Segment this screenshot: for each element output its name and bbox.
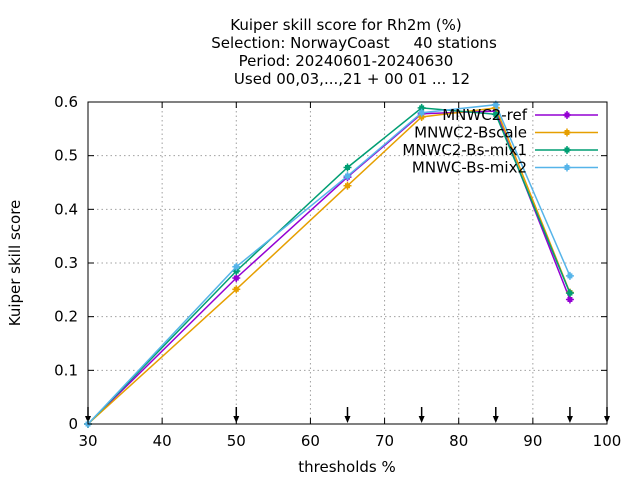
threshold-arrow xyxy=(233,407,240,423)
data-point xyxy=(563,146,571,154)
threshold-arrow xyxy=(418,407,425,423)
plot-frame xyxy=(87,101,608,425)
x-tick-label: 50 xyxy=(227,432,246,450)
legend-label: MNWC2-Bscale xyxy=(414,124,527,142)
x-tick-label: 60 xyxy=(301,432,320,450)
threshold-arrow xyxy=(566,407,573,423)
legend-item: MNWC2-Bs-mix1 xyxy=(402,141,598,159)
legend-label: MNWC2-Bs-mix1 xyxy=(402,141,527,159)
y-tick-label: 0.1 xyxy=(54,361,78,379)
y-tick-label: 0.4 xyxy=(54,200,78,218)
legend-label: MNWC2-ref xyxy=(442,106,527,124)
y-tick-label: 0.3 xyxy=(54,254,78,272)
grid xyxy=(88,102,607,424)
data-point xyxy=(232,262,241,271)
series-line xyxy=(87,103,571,425)
y-tick-label: 0 xyxy=(68,415,78,433)
x-tick-label: 30 xyxy=(78,432,97,450)
data-point xyxy=(232,274,241,283)
x-tick-label: 90 xyxy=(523,432,542,450)
threshold-arrow xyxy=(492,407,499,423)
x-tick-label: 40 xyxy=(153,432,172,450)
data-point xyxy=(343,181,352,190)
data-point xyxy=(565,289,574,298)
x-tick-label: 70 xyxy=(375,432,394,450)
data-point xyxy=(343,163,352,172)
data-point xyxy=(232,285,241,294)
title-line-3: Period: 20240601-20240630 xyxy=(239,52,454,70)
legend-item: MNWC2-Bscale xyxy=(414,124,598,142)
x-axis-label: thresholds % xyxy=(298,458,395,476)
title-line-2: Selection: NorwayCoast 40 stations xyxy=(211,34,497,52)
title-line-1: Kuiper skill score for Rh2m (%) xyxy=(230,16,462,34)
x-tick-label: 80 xyxy=(449,432,468,450)
legend-item: MNWC2-ref xyxy=(442,106,598,124)
data-point xyxy=(491,110,500,119)
data-point xyxy=(563,128,571,137)
title-line-4: Used 00,03,...,21 + 00 01 ... 12 xyxy=(234,70,470,88)
y-tick-label: 0.5 xyxy=(54,147,78,165)
y-tick-label: 0.2 xyxy=(54,308,78,326)
series-line xyxy=(87,107,571,425)
threshold-markers xyxy=(85,407,610,423)
data-point xyxy=(563,111,571,119)
data-point xyxy=(563,163,571,172)
data-point xyxy=(565,271,574,280)
data-point xyxy=(417,108,426,117)
x-tick-label: 100 xyxy=(593,432,622,450)
y-tick-label: 0.6 xyxy=(54,93,78,111)
chart-title: Kuiper skill score for Rh2m (%) Selectio… xyxy=(211,16,497,88)
axis-ticks: 0 0.1 0.2 0.3 0.4 0.5 0.6 30 40 50 60 70 80 90 100 xyxy=(54,93,621,450)
legend-item: MNWC-Bs-mix2 xyxy=(412,159,598,177)
legend-label: MNWC-Bs-mix2 xyxy=(412,159,527,177)
legend: MNWC2-refMNWC2-BscaleMNWC2-Bs-mix1MNWC-B… xyxy=(402,106,598,177)
series-line xyxy=(87,107,571,425)
threshold-arrow xyxy=(344,407,351,423)
data-point xyxy=(343,172,352,181)
y-axis-label: Kuiper skill score xyxy=(6,200,24,327)
